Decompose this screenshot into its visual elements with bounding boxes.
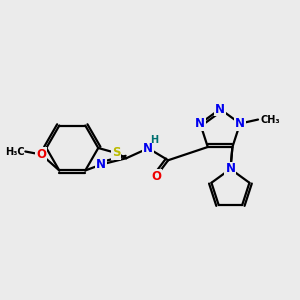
Text: N: N (143, 142, 153, 155)
Text: S: S (112, 146, 121, 160)
Text: H: H (150, 135, 158, 145)
Text: N: N (96, 158, 106, 171)
Text: N: N (225, 163, 236, 176)
Text: O: O (151, 170, 161, 183)
Text: N: N (225, 163, 236, 176)
Text: N: N (215, 103, 225, 116)
Text: N: N (195, 117, 205, 130)
Text: O: O (36, 148, 46, 161)
Text: H₃C: H₃C (5, 146, 24, 157)
Text: N: N (235, 117, 245, 130)
Text: CH₃: CH₃ (260, 115, 280, 124)
